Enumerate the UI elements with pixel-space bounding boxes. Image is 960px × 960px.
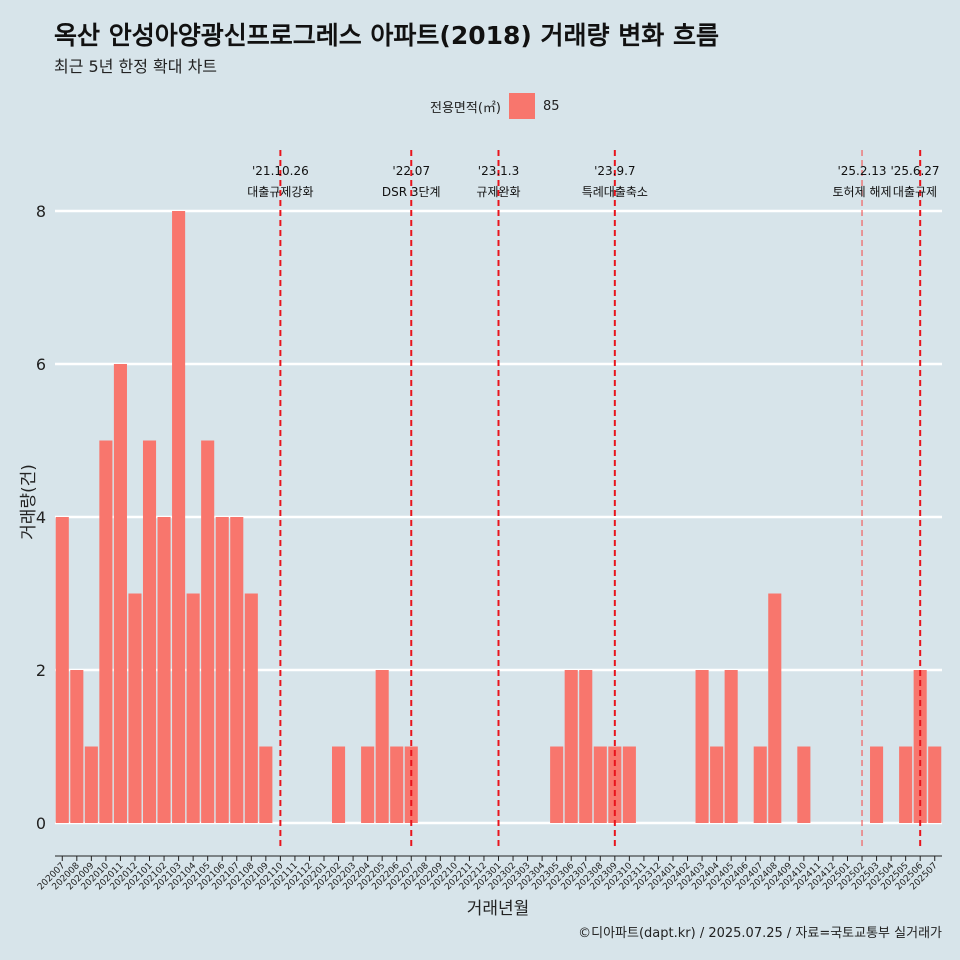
bar-202503 — [870, 746, 884, 823]
bar-202403 — [695, 670, 709, 823]
bar-202307 — [579, 670, 593, 823]
bar-202108 — [244, 593, 258, 823]
bar-202008 — [70, 670, 84, 823]
annotation-label: 규제완화 — [476, 185, 520, 199]
annotation-date: '23.1.3 — [478, 164, 519, 178]
chart-subtitle: 최근 5년 한정 확대 차트 — [54, 57, 218, 76]
bar-202101 — [142, 440, 157, 823]
annotation-date: '21.10.26 — [252, 164, 309, 178]
y-axis-label: 거래량(건) — [19, 464, 39, 540]
annotation-label: 대출규제강화 — [247, 185, 313, 199]
annotation-date: '22.07 — [392, 164, 430, 178]
bar-202507 — [928, 746, 942, 823]
bar-202102 — [157, 517, 171, 823]
bar-202408 — [768, 593, 782, 823]
bar-202205 — [375, 670, 389, 823]
bar-202012 — [128, 593, 142, 823]
x-axis-label: 거래년월 — [467, 899, 530, 919]
annotations: '21.10.26 대출규제강화 '22.07 DSR 3단계 '23.1.3 규제완화 '… — [247, 150, 940, 850]
annotation-label: DSR 3단계 — [382, 185, 441, 199]
bar-202107 — [230, 517, 244, 823]
annotation-date: '23.9.7 — [594, 164, 635, 178]
bar-202109 — [259, 746, 273, 823]
legend-swatch — [508, 93, 535, 119]
bar-202410 — [797, 746, 811, 823]
bar-202404 — [710, 746, 724, 823]
annotation-label: 토허제 해제 — [833, 185, 892, 199]
bar-202308 — [593, 746, 607, 823]
bar-202103 — [172, 211, 186, 823]
bar-202305 — [550, 746, 564, 823]
y-tick-label: 0 — [36, 814, 46, 833]
y-tick-label: 6 — [36, 355, 46, 374]
bar-202202 — [332, 746, 346, 823]
y-tick-label: 8 — [36, 202, 46, 221]
grid-lines: 0 2 4 6 8 — [36, 202, 942, 833]
bar-202405 — [724, 670, 738, 823]
y-tick-label: 4 — [36, 508, 46, 527]
bar-202105 — [201, 440, 215, 823]
bar-202206 — [390, 746, 404, 823]
bar-202010 — [99, 440, 113, 823]
bar-202009 — [84, 746, 98, 823]
bar-202104 — [186, 593, 200, 823]
bar-202505 — [899, 746, 913, 823]
axes: 2020072020082020092020102020112020122021… — [36, 855, 942, 892]
bar-202506 — [913, 670, 927, 823]
chart-caption: ©디아파트(dapt.kr) / 2025.07.25 / 자료=국토교통부 실… — [578, 926, 942, 941]
bar-202007 — [55, 517, 69, 823]
annotation-label: 특례대출축소 — [582, 185, 648, 199]
y-tick-label: 2 — [36, 661, 46, 680]
bar-202011 — [113, 364, 127, 823]
bar-202407 — [753, 746, 767, 823]
legend-entry-label: 85 — [542, 98, 560, 114]
bar-202310 — [622, 746, 636, 823]
legend: 전용면적(㎡) 85 — [430, 93, 560, 119]
annotation-label: 대출규제 — [893, 185, 937, 199]
chart-title: 옥산 안성아양광신프로그레스 아파트(2018) 거래량 변화 흐름 — [54, 21, 719, 50]
legend-title: 전용면적(㎡) — [430, 100, 501, 116]
bars — [55, 211, 942, 823]
bar-202306 — [564, 670, 578, 823]
annotation-date: '25.6.27 — [890, 164, 939, 178]
bar-202204 — [361, 746, 375, 823]
bar-202106 — [215, 517, 229, 823]
annotation-date: '25.2.13 — [837, 164, 886, 178]
